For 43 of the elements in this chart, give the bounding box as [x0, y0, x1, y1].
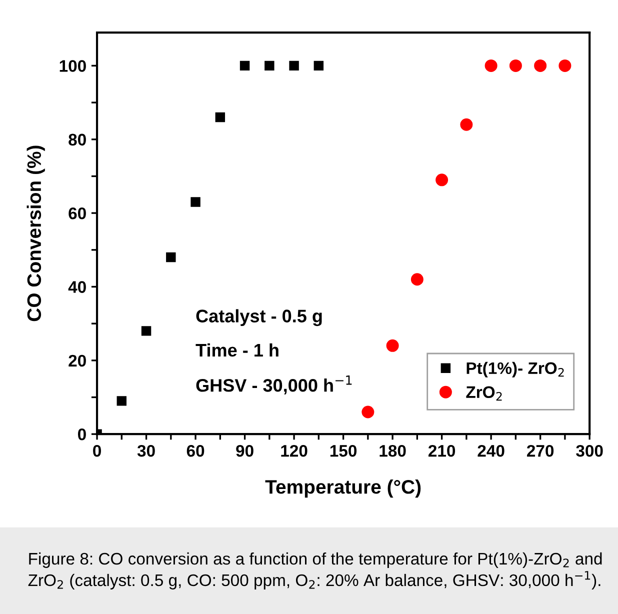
x-tick-label: 120: [281, 444, 308, 457]
point: [314, 60, 324, 71]
x-tick-label: 180: [380, 444, 406, 457]
y-tick-label: 20: [68, 354, 86, 367]
point: [386, 339, 399, 352]
x-axis-title: Temperature (°C): [265, 479, 421, 498]
x-tick-label: 30: [137, 444, 155, 457]
point: [190, 197, 200, 207]
annotation: Time - 1 h: [196, 343, 278, 357]
x-tick-label: 0: [93, 444, 101, 457]
point: [436, 174, 448, 186]
x-tick-label: 60: [186, 444, 204, 457]
x-tick-label: 150: [330, 444, 357, 457]
point: [264, 60, 274, 71]
point: [289, 60, 299, 71]
y-tick-label: 100: [60, 60, 86, 72]
point: [362, 406, 374, 418]
legend-label: ZrO$_{2}$: [466, 386, 502, 401]
point: [410, 273, 424, 286]
annotation: Catalyst - 0.5 g: [196, 309, 322, 326]
point: [116, 396, 127, 406]
y-tick-label: 0: [78, 428, 86, 440]
y-tick-label: 60: [68, 207, 86, 220]
y-axis-title: CO Conversion (%): [26, 146, 45, 322]
x-tick-label: 270: [526, 444, 554, 457]
x-tick-label: 240: [478, 444, 504, 457]
x-tick-label: 90: [236, 444, 254, 457]
text: Figure 8: CO conversion as a function of the temperature for Pt(1%)-ZrO$_{2}$ and ZrO$_{2}$ (catalyst: 0.5 g, CO: 500 ppm, O$_{2}$: 20% Ar balance, GHSV: 30,000 h$^{−1}$).: [28, 552, 602, 590]
point: [166, 252, 176, 262]
legend-label: Pt(1%)- ZrO$_{2}$: [466, 362, 564, 378]
point: [534, 59, 547, 72]
point: [215, 112, 226, 122]
y-tick-label: 80: [68, 134, 86, 146]
y-tick-label: 40: [68, 281, 86, 293]
annotation: GHSV - 30,000 h$^{−1}$: [196, 375, 352, 394]
point: [141, 326, 152, 336]
x-tick-label: 210: [428, 444, 456, 457]
point: [509, 59, 522, 72]
point: [460, 118, 473, 131]
point: [558, 59, 572, 72]
x-tick-label: 300: [576, 444, 603, 457]
point: [240, 60, 250, 71]
point: [484, 59, 498, 72]
